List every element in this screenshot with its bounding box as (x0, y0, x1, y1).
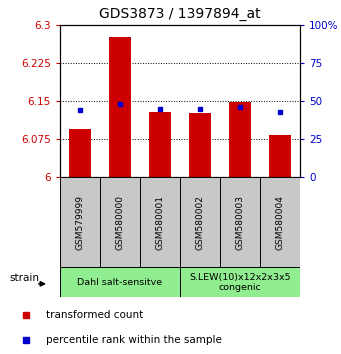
Text: GSM580000: GSM580000 (115, 195, 124, 250)
Bar (189, 113, 211, 177)
Text: GSM580002: GSM580002 (195, 195, 204, 250)
Bar (109, 38, 131, 177)
Text: transformed count: transformed count (46, 310, 143, 320)
Text: GSM580004: GSM580004 (276, 195, 284, 250)
Text: GSM580003: GSM580003 (236, 195, 244, 250)
Text: GSM580001: GSM580001 (155, 195, 164, 250)
Bar (220, 177, 260, 267)
Bar (260, 177, 300, 267)
Bar (180, 267, 300, 297)
Bar (60, 267, 180, 297)
Text: percentile rank within the sample: percentile rank within the sample (46, 335, 222, 344)
Bar (149, 112, 171, 177)
Bar (229, 102, 251, 177)
Text: Dahl salt-sensitve: Dahl salt-sensitve (77, 278, 162, 287)
Title: GDS3873 / 1397894_at: GDS3873 / 1397894_at (99, 7, 261, 21)
Bar (100, 177, 140, 267)
Text: strain: strain (9, 273, 39, 283)
Bar (140, 177, 180, 267)
Text: S.LEW(10)x12x2x3x5
congenic: S.LEW(10)x12x2x3x5 congenic (189, 273, 291, 292)
Bar (180, 177, 220, 267)
Text: GSM579999: GSM579999 (75, 195, 84, 250)
Bar (60, 177, 100, 267)
Bar (269, 135, 291, 177)
Bar (69, 129, 91, 177)
